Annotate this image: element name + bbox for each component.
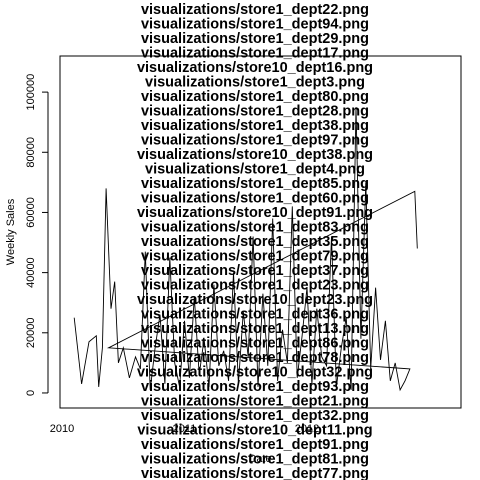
overlapping-title: visualizations/store10_dept38.png	[137, 147, 373, 163]
overlapping-title: visualizations/store1_dept32.png	[141, 408, 369, 424]
overlapping-title: visualizations/store1_dept81.png	[141, 452, 369, 468]
overlapping-title: visualizations/store10_dept11.png	[137, 423, 372, 439]
overlapping-title: visualizations/store1_dept38.png	[141, 118, 369, 134]
overlapping-title: visualizations/store1_dept77.png	[141, 466, 369, 480]
overlapping-title: visualizations/store1_dept85.png	[141, 176, 369, 192]
overlapping-title: visualizations/store10_dept16.png	[137, 60, 373, 76]
plot-area	[59, 55, 462, 409]
overlapping-title-stack: visualizations/store1_dept22.pngvisualiz…	[137, 2, 373, 480]
x-axis: 2010 2011 2012	[50, 423, 319, 435]
overlapping-title: visualizations/store1_dept17.png	[141, 46, 369, 62]
overlapping-title: visualizations/store1_dept23.png	[141, 278, 369, 294]
x-tick-label: 2011	[173, 423, 197, 435]
overlapping-title: visualizations/store1_dept80.png	[141, 89, 369, 105]
overlapping-title: visualizations/store1_dept37.png	[141, 263, 369, 279]
overlapping-title: visualizations/store1_dept91.png	[141, 437, 369, 453]
x-axis-label: Date	[248, 453, 271, 465]
overlapping-title: visualizations/store1_dept78.png	[141, 350, 369, 366]
y-axis: 0 20000 40000 60000 80000 100000	[25, 74, 49, 396]
overlapping-title: visualizations/store1_dept29.png	[141, 31, 369, 47]
overlapping-title: visualizations/store1_dept86.png	[141, 336, 369, 352]
overlapping-title: visualizations/store1_dept4.png	[145, 162, 365, 178]
y-tick-label: 60000	[25, 197, 37, 228]
overlapping-title: visualizations/store1_dept94.png	[141, 17, 369, 33]
overlapping-title: visualizations/store1_dept21.png	[141, 394, 369, 410]
series-line	[73, 107, 418, 392]
overlapping-title: visualizations/store1_dept22.png	[141, 2, 369, 18]
overlapping-title: visualizations/store1_dept36.png	[141, 307, 369, 323]
overlapping-title: visualizations/store1_dept97.png	[141, 133, 369, 149]
overlapping-title: visualizations/store10_dept23.png	[137, 292, 373, 308]
overlapping-title: visualizations/store1_dept3.png	[145, 75, 365, 91]
overlapping-title: visualizations/store1_dept60.png	[141, 191, 369, 207]
overlapping-title: visualizations/store1_dept28.png	[141, 104, 369, 120]
overlapping-title: visualizations/store10_dept32.png	[137, 365, 373, 381]
y-tick-label: 40000	[25, 257, 37, 288]
series-layer	[73, 107, 418, 392]
y-tick-label: 20000	[25, 317, 37, 348]
plot-frame	[59, 55, 462, 409]
overlapping-title: visualizations/store10_dept91.png	[137, 205, 373, 221]
x-tick-label: 2012	[295, 423, 319, 435]
y-tick-label: 100000	[25, 74, 37, 111]
overlapping-title: visualizations/store1_dept83.png	[141, 220, 369, 236]
overlapping-title: visualizations/store1_dept13.png	[141, 321, 369, 337]
overlapping-title: visualizations/store1_dept93.png	[141, 379, 369, 395]
overlapping-title: visualizations/store1_dept79.png	[141, 249, 369, 265]
overlapping-title: visualizations/store1_dept35.png	[141, 234, 369, 250]
y-tick-label: 0	[25, 390, 37, 396]
x-tick-label: 2010	[50, 423, 74, 435]
y-axis-label: Weekly Sales	[5, 198, 17, 265]
y-tick-label: 80000	[25, 137, 37, 168]
